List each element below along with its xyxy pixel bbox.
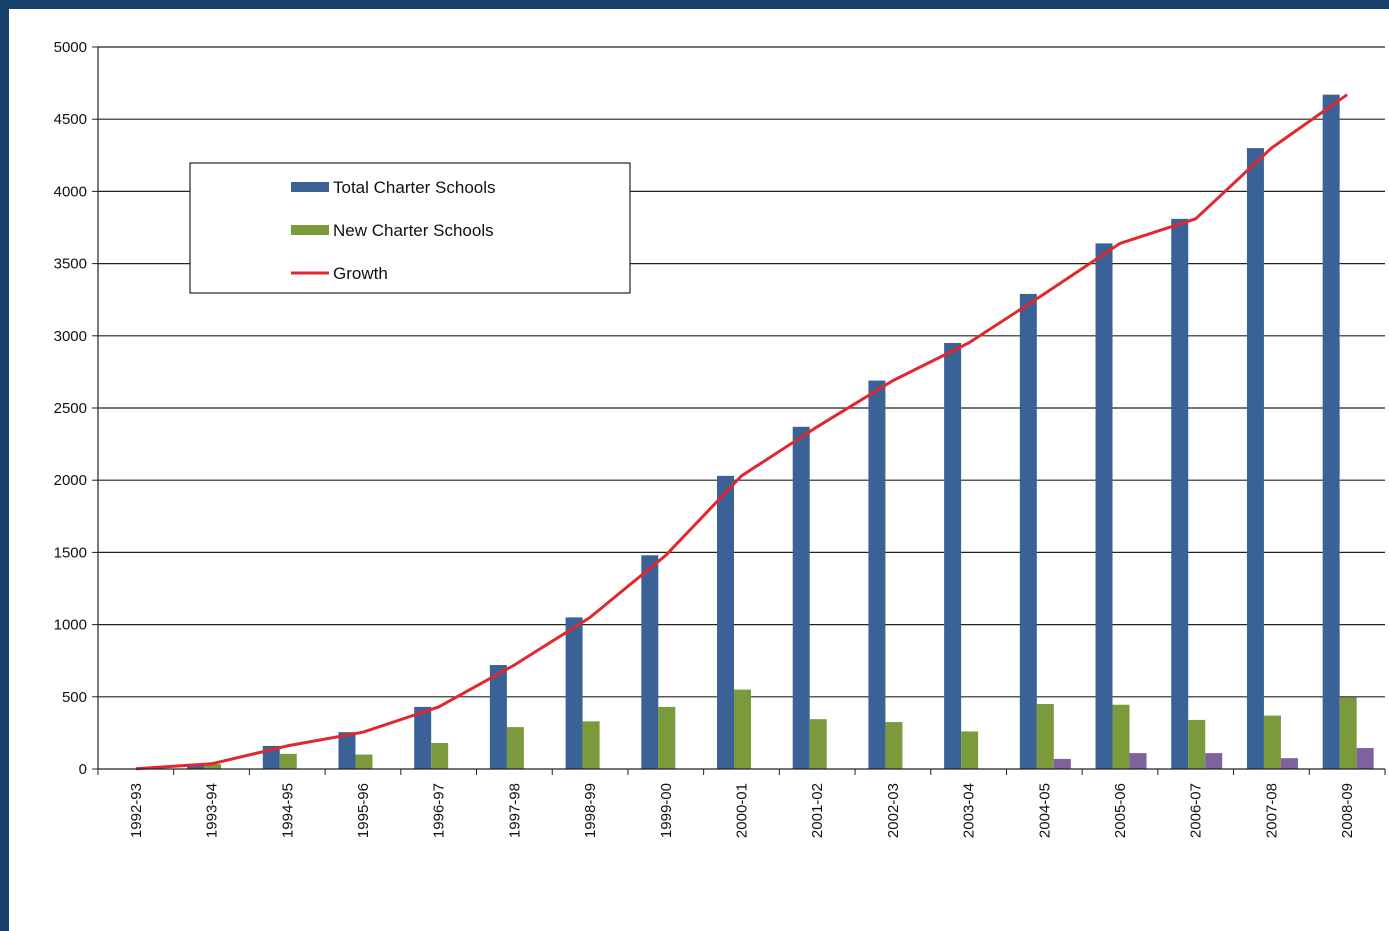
y-tick-label: 1500	[54, 544, 87, 561]
x-tick-label: 1998-99	[582, 783, 599, 838]
x-tick-label: 1992-93	[128, 783, 145, 838]
bar-new-charter-schools	[1112, 704, 1130, 769]
bars	[111, 94, 1374, 770]
bar-new-charter-schools	[204, 764, 222, 769]
bar-new-charter-schools	[279, 753, 297, 769]
bar-new-charter-schools	[1263, 715, 1281, 769]
bar-total-charter-schools	[717, 475, 734, 769]
bar-total-charter-schools	[338, 732, 356, 769]
bar-total-charter-schools	[565, 617, 583, 769]
bar-total-charter-schools	[414, 706, 432, 769]
y-tick-label: 5000	[54, 39, 87, 56]
x-tick-label: 2001-02	[809, 783, 826, 838]
x-tick-label: 2002-03	[885, 783, 902, 838]
y-tick-label: 3000	[54, 328, 87, 345]
bar-series-3	[1129, 753, 1147, 769]
x-tick-label: 2008-09	[1339, 783, 1356, 838]
y-tick-label: 4000	[54, 183, 87, 200]
legend: Total Charter Schools New Charter Schools…	[189, 162, 631, 294]
bar-new-charter-schools	[506, 727, 524, 769]
y-axis-ticks: 0 500 1000 1500 2000 2500 3000 3500 4000 4500 5000	[54, 39, 98, 778]
x-tick-label: 2005-06	[1112, 783, 1129, 838]
bar-total-charter-schools	[641, 555, 659, 769]
bar-total-charter-schools	[1322, 94, 1340, 770]
legend-swatch	[291, 182, 329, 192]
chart-frame: 0 500 1000 1500 2000 2500 3000 3500 4000 4500 5000…	[9, 9, 1389, 931]
x-tick-label: 1995-96	[355, 783, 372, 838]
x-tick-label: 1999-00	[658, 783, 675, 838]
x-tick-label: 1993-94	[204, 783, 221, 838]
x-tick-label: 1994-95	[279, 783, 296, 838]
y-tick-label: 3500	[54, 256, 87, 273]
bar-series-3	[1205, 753, 1223, 769]
x-tick-label: 2006-07	[1188, 783, 1205, 838]
growth-line-group	[135, 93, 1348, 771]
y-tick-label: 2000	[54, 472, 87, 489]
bar-total-charter-schools	[489, 665, 507, 769]
y-tick-label: 4500	[54, 111, 87, 128]
y-tick-label: 1000	[54, 617, 87, 634]
y-tick-label: 500	[62, 689, 87, 706]
charter-schools-chart: 0 500 1000 1500 2000 2500 3000 3500 4000 4500 5000…	[54, 39, 1386, 838]
bar-new-charter-schools	[582, 721, 600, 769]
legend-label: Total Charter Schools	[333, 178, 496, 197]
bar-new-charter-schools	[355, 754, 373, 769]
x-tick-label: 2000-01	[734, 783, 751, 838]
bar-total-charter-schools	[792, 426, 810, 769]
legend-label: Growth	[333, 264, 388, 283]
legend-swatch	[291, 225, 329, 235]
growth-line	[135, 93, 1348, 771]
bar-new-charter-schools	[658, 706, 676, 769]
bar-total-charter-schools	[944, 343, 962, 769]
bar-total-charter-schools	[1246, 148, 1264, 769]
legend-label: New Charter Schools	[333, 221, 494, 240]
y-tick-label: 2500	[54, 400, 87, 417]
x-tick-label: 2003-04	[961, 783, 978, 838]
bar-new-charter-schools	[1188, 719, 1206, 769]
x-tick-label: 1997-98	[506, 783, 523, 838]
gridlines	[98, 46, 1385, 698]
bar-new-charter-schools	[809, 719, 827, 769]
x-tick-label: 1996-97	[431, 783, 448, 838]
bar-new-charter-schools	[885, 722, 903, 769]
x-tick-label: 2004-05	[1036, 783, 1053, 838]
bar-total-charter-schools	[868, 380, 886, 769]
bar-total-charter-schools	[187, 763, 205, 769]
bar-total-charter-schools	[1171, 218, 1189, 769]
bar-new-charter-schools	[1036, 704, 1054, 769]
bar-new-charter-schools	[734, 689, 751, 769]
y-tick-label: 0	[79, 761, 87, 778]
bar-new-charter-schools	[1339, 697, 1357, 769]
bar-new-charter-schools	[431, 743, 449, 769]
x-tick-label: 2007-08	[1263, 783, 1280, 838]
bar-new-charter-schools	[961, 731, 979, 769]
x-axis-ticks: 1992-93 1993-94 1994-95 1995-96 1996-97 1997-…	[97, 769, 1386, 838]
bar-total-charter-schools	[1019, 293, 1037, 769]
legend-box	[189, 162, 631, 294]
bar-total-charter-schools	[1095, 243, 1113, 769]
bar-series-3	[1356, 748, 1374, 769]
bar-series-3	[1053, 758, 1071, 769]
bar-series-3	[1280, 758, 1298, 769]
